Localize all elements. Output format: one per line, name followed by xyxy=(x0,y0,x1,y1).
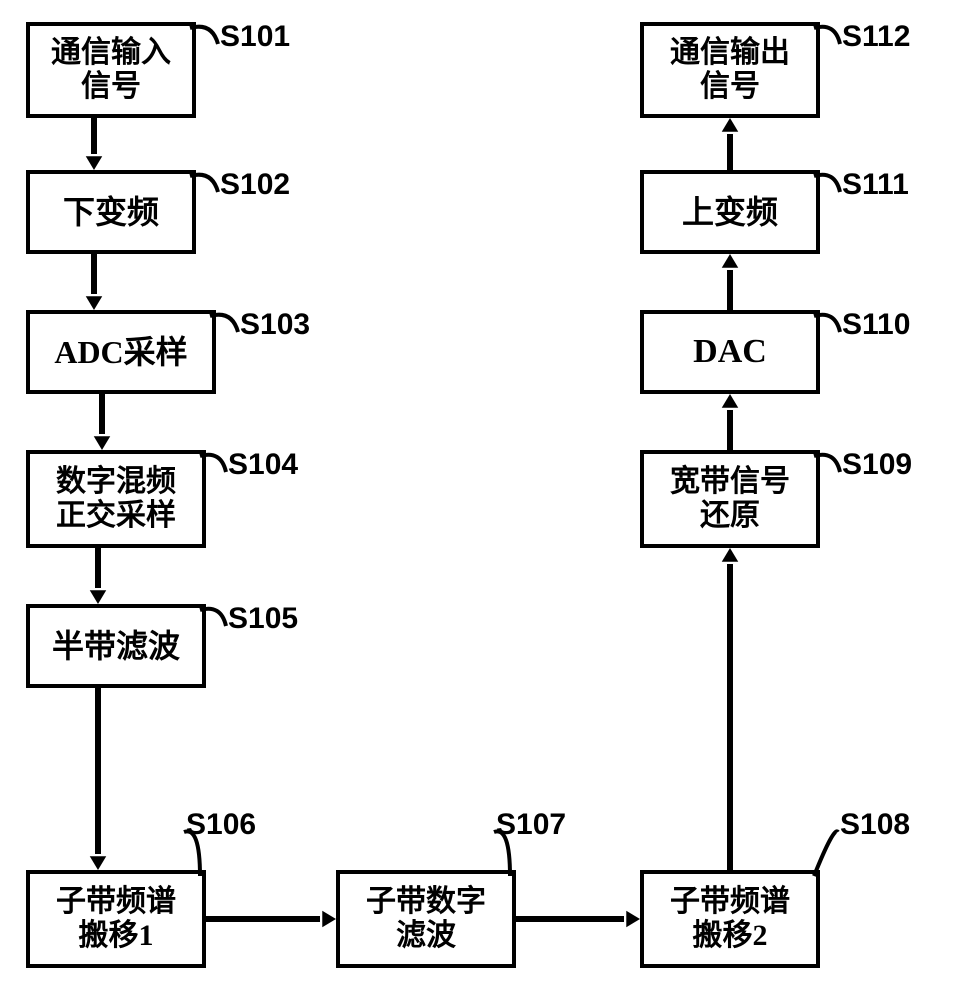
node-s111: 上变频 xyxy=(640,170,820,254)
node-s110: DAC xyxy=(640,310,820,394)
flowchart-canvas: 通信输入 信号下变频 ADC采样数字混频 正交采样半带滤波子带频谱 搬移1 子带数字… xyxy=(0,0,964,1000)
step-label-s101: S101 xyxy=(220,20,290,54)
node-s108: 子带频谱 搬移2 xyxy=(640,870,820,968)
step-label-s111: S111 xyxy=(842,168,909,202)
arrow-s108-s109 xyxy=(712,530,748,888)
arrow-s105-s106 xyxy=(80,670,116,888)
step-label-s103: S103 xyxy=(240,308,310,342)
node-s106: 子带频谱 搬移1 xyxy=(26,870,206,968)
node-s112: 通信输出 信号 xyxy=(640,22,820,118)
node-s105: 半带滤波 xyxy=(26,604,206,688)
step-label-s107: S107 xyxy=(496,808,566,842)
step-label-s108: S108 xyxy=(840,808,910,842)
arrow-s106-s107 xyxy=(188,901,354,937)
step-label-s110: S110 xyxy=(842,308,910,342)
step-label-s106: S106 xyxy=(186,808,256,842)
node-s102: 下变频 xyxy=(26,170,196,254)
step-label-s109: S109 xyxy=(842,448,912,482)
node-s109: 宽带信号 还原 xyxy=(640,450,820,548)
step-label-s112: S112 xyxy=(842,20,910,54)
step-label-s102: S102 xyxy=(220,168,290,202)
node-s101: 通信输入 信号 xyxy=(26,22,196,118)
node-s104: 数字混频 正交采样 xyxy=(26,450,206,548)
arrow-s107-s108 xyxy=(498,901,658,937)
node-s107: 子带数字 滤波 xyxy=(336,870,516,968)
node-s103: ADC采样 xyxy=(26,310,216,394)
step-label-s105: S105 xyxy=(228,602,298,636)
step-label-s104: S104 xyxy=(228,448,298,482)
